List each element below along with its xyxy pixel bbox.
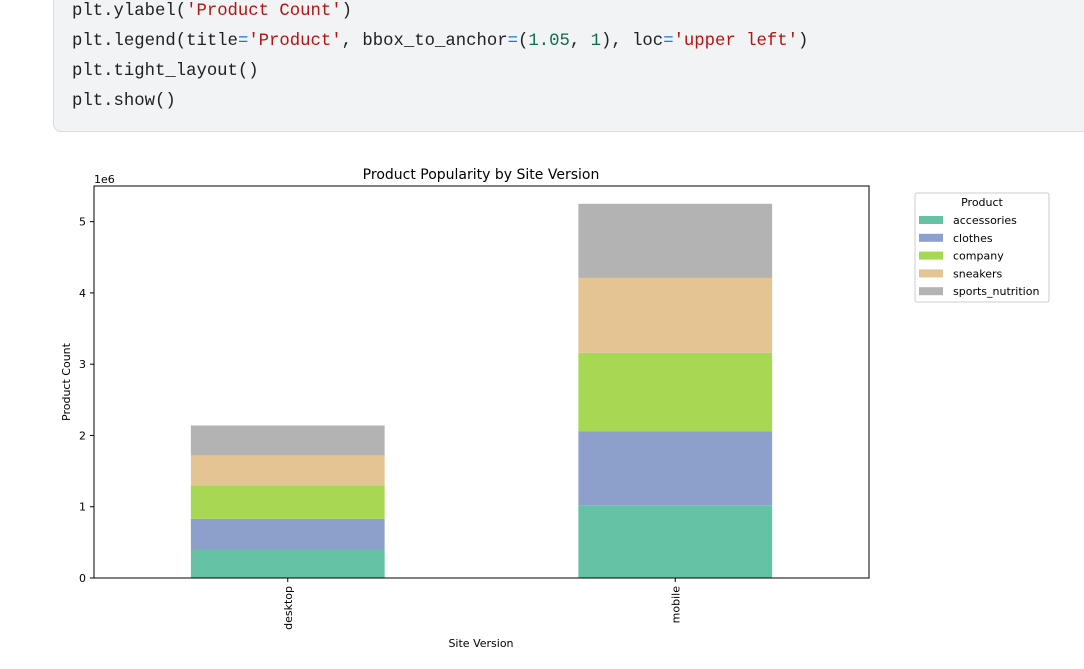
x-tick-label: mobile xyxy=(669,586,682,624)
bar-mobile-clothes xyxy=(578,431,773,506)
code-token: plt.show() xyxy=(72,92,176,111)
code-token: , xyxy=(569,32,591,51)
y-axis-label: Product Count xyxy=(60,342,73,421)
legend-frame xyxy=(914,192,1050,303)
bar-desktop-accessories xyxy=(190,549,385,578)
code-line: plt.tight_layout() xyxy=(72,62,259,82)
y-tick-label: 0 xyxy=(79,572,86,585)
chart-title: Product Popularity by Site Version xyxy=(363,167,600,183)
bar-desktop-sneakers xyxy=(190,455,385,486)
bar-desktop-clothes xyxy=(190,518,385,550)
y-tick-label: 1 xyxy=(79,501,86,514)
code-token: ( xyxy=(517,32,529,51)
code-token: 'Product Count' xyxy=(186,2,342,21)
legend-label-accessories: accessories xyxy=(953,214,1017,227)
legend-label-clothes: clothes xyxy=(953,232,993,245)
code-line: plt.ylabel('Product Count') xyxy=(72,2,352,22)
code-token: plt.legend(title xyxy=(72,32,238,51)
y-tick-label: 2 xyxy=(79,429,86,442)
y-offset-label: 1e6 xyxy=(94,173,115,186)
code-token: ) xyxy=(341,2,353,21)
bar-mobile-company xyxy=(578,352,773,432)
legend-label-sneakers: sneakers xyxy=(953,267,1002,280)
code-token: ), loc xyxy=(600,32,664,51)
bar-desktop-company xyxy=(190,485,385,519)
legend-label-sports_nutrition: sports_nutrition xyxy=(953,285,1039,298)
code-token: , bbox_to_anchor xyxy=(341,32,508,51)
x-axis-label: Site Version xyxy=(448,637,513,650)
legend-swatch-sports_nutrition xyxy=(919,287,943,296)
legend-swatch-company xyxy=(919,251,943,260)
code-token: = xyxy=(237,32,249,51)
code-token: 'Product' xyxy=(248,32,342,51)
legend-swatch-accessories xyxy=(919,216,943,224)
code-cell[interactable] xyxy=(53,0,1084,132)
y-tick-label: 5 xyxy=(79,216,86,229)
bar-mobile-sneakers xyxy=(578,277,773,353)
code-token: 'upper left' xyxy=(673,32,799,51)
bar-mobile-sports_nutrition xyxy=(578,203,773,278)
code-token: plt.ylabel( xyxy=(72,2,187,21)
code-token: 1.05 xyxy=(528,32,570,51)
y-tick-label: 3 xyxy=(79,358,86,371)
legend-title: Product xyxy=(961,196,1003,209)
legend-label-company: company xyxy=(953,250,1004,263)
bar-desktop-sports_nutrition xyxy=(190,425,385,456)
legend: Product accessories clothes company sneakers… xyxy=(914,192,1050,303)
bar-mobile-accessories xyxy=(578,505,773,578)
x-tick-label: desktop xyxy=(282,586,295,630)
legend-swatch-clothes xyxy=(919,233,943,242)
code-line: plt.show() xyxy=(72,92,176,112)
y-tick-label: 4 xyxy=(79,287,86,300)
code-line: plt.legend(title='Product', bbox_to_anch… xyxy=(72,32,808,52)
code-token: 1 xyxy=(590,32,601,51)
code-token: = xyxy=(663,32,674,51)
legend-swatch-sneakers xyxy=(919,269,943,278)
code-token: ) xyxy=(798,32,809,51)
plot-frame xyxy=(93,185,870,579)
code-token: plt.tight_layout() xyxy=(72,62,259,81)
code-token: = xyxy=(507,32,518,51)
